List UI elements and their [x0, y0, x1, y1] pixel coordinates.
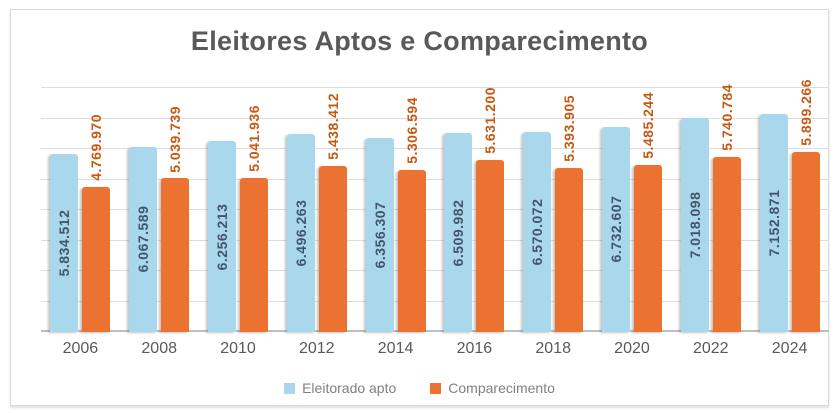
bar-group: 6.509.982 5.631.200	[443, 87, 505, 332]
bar-value-label: 5.740.784	[718, 84, 735, 151]
legend-label: Eleitorado apto	[302, 380, 397, 396]
eleitorado-apto-bar: 6.732.607	[601, 126, 630, 332]
x-axis-label: 2024	[771, 340, 808, 357]
plot-area: 5.834.512 4.769.970 6.067.589 5.039.739 6.25…	[41, 79, 829, 332]
x-axis-label: 2008	[141, 340, 177, 357]
comparecimento-bar: 5.438.412	[318, 93, 347, 332]
comparecimento-bar: 5.740.784	[712, 84, 741, 332]
bar-value-label: 6.256.213	[213, 203, 230, 270]
chart-title: Eleitores Aptos e Comparecimento	[190, 26, 649, 56]
bar-group: 6.067.589 5.039.739	[128, 88, 190, 332]
bar-group: 6.732.607 5.485.244	[601, 88, 663, 332]
comparecimento-bar: 4.769.970	[82, 114, 111, 332]
comparecimento-bar: 5.041.936	[239, 105, 268, 332]
bar-group: 7.018.098 5.740.784	[680, 84, 742, 332]
legend-swatch-icon	[430, 382, 442, 394]
bar-group: 6.356.307 5.306.594	[365, 88, 427, 332]
legend-swatch-icon	[284, 382, 296, 394]
bar-value-label: 5.834.512	[56, 209, 73, 277]
gridline	[41, 209, 829, 210]
gridline	[41, 178, 829, 180]
bar-value-label: 6.509.982	[450, 199, 467, 267]
bar-groups: 5.834.512 4.769.970 6.067.589 5.039.739 6.25…	[41, 79, 829, 332]
bar-value-label: 6.732.607	[607, 195, 624, 263]
comparecimento-bar: 5.039.739	[161, 106, 190, 332]
gridline	[41, 148, 829, 149]
gridline	[41, 300, 829, 302]
legend: Eleitorado apto Comparecimento	[11, 380, 828, 396]
eleitorado-apto-bar: 6.356.307	[365, 138, 394, 332]
x-axis-label: 2020	[614, 340, 650, 357]
gridline	[41, 239, 829, 241]
x-axis-label: 2022	[692, 340, 729, 357]
eleitorado-apto-bar: 6.256.213	[207, 141, 236, 332]
gridline	[41, 270, 829, 271]
x-axis-label: 2010	[220, 340, 256, 357]
bar-value-label: 6.496.263	[292, 199, 309, 267]
legend-item-eleitorado-apto: Eleitorado apto	[284, 380, 396, 396]
bar-value-label: 4.769.970	[88, 113, 105, 181]
comparecimento-bar: 5.899.266	[791, 79, 820, 332]
comparecimento-bar: 5.393.905	[555, 95, 584, 332]
bar-group: 7.152.871 5.899.266	[759, 79, 821, 332]
x-axis-label: 2012	[298, 340, 335, 357]
x-axis-label: 2018	[535, 340, 571, 357]
chart-card: Eleitores Aptos e Comparecimento 5.834.5…	[10, 9, 829, 406]
comparecimento-bar: 5.306.594	[397, 97, 426, 332]
gridline	[41, 117, 829, 119]
eleitorado-apto-bar: 6.496.263	[286, 133, 315, 332]
legend-item-comparecimento: Comparecimento	[430, 380, 555, 396]
bar-value-label: 5.485.244	[639, 91, 656, 159]
eleitorado-apto-bar: 7.018.098	[680, 117, 709, 332]
bar-value-label: 5.306.594	[403, 97, 420, 165]
bar-value-label: 7.018.098	[686, 191, 703, 259]
bar-group: 5.834.512 4.769.970	[49, 88, 111, 332]
bar-value-label: 5.631.200	[482, 87, 499, 155]
eleitorado-apto-bar: 6.067.589	[129, 146, 158, 332]
bar-group: 6.256.213 5.041.936	[207, 88, 269, 332]
bar-value-label: 5.393.905	[561, 94, 578, 162]
bar-value-label: 6.067.589	[135, 206, 152, 273]
bar-value-label: 5.899.266	[797, 79, 814, 147]
x-axis: 2006 2008 2010 2012 2014 2016 2018 2020 2022 2024	[41, 340, 829, 358]
eleitorado-apto-bar: 7.152.871	[759, 113, 788, 332]
x-axis-label: 2014	[377, 340, 414, 357]
x-axis-line	[41, 330, 829, 332]
x-axis-label: 2016	[456, 340, 493, 357]
bar-value-label: 5.438.412	[324, 93, 341, 161]
bar-value-label: 7.152.871	[765, 189, 782, 257]
eleitorado-apto-bar: 6.509.982	[444, 133, 473, 332]
x-axis-label: 2006	[62, 340, 99, 357]
legend-label: Comparecimento	[448, 380, 555, 396]
bar-value-label: 6.570.072	[529, 198, 546, 266]
bar-value-label: 5.041.936	[245, 105, 262, 173]
gridline	[41, 87, 829, 88]
eleitorado-apto-bar: 6.570.072	[523, 131, 552, 332]
bar-value-label: 6.356.307	[371, 201, 388, 269]
bar-value-label: 5.039.739	[167, 105, 184, 173]
bar-group: 6.496.263 5.438.412	[286, 88, 348, 332]
comparecimento-bar: 5.631.200	[476, 87, 505, 332]
comparecimento-bar: 5.485.244	[633, 92, 662, 332]
eleitorado-apto-bar: 5.834.512	[50, 154, 79, 332]
bar-group: 6.570.072 5.393.905	[522, 88, 584, 332]
